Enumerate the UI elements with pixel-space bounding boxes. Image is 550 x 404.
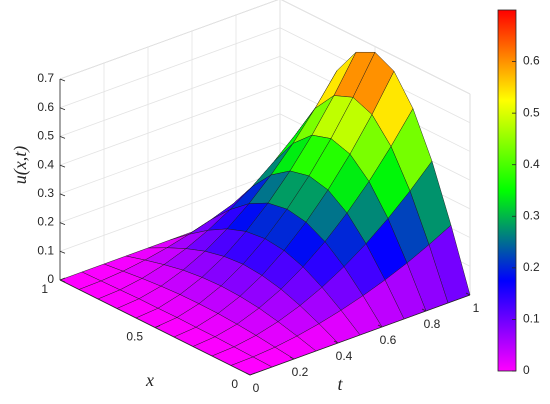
t-tick-label: 0.2 <box>292 365 309 379</box>
t-axis-line <box>249 294 471 376</box>
z-tick-label: 0.2 <box>37 215 54 229</box>
colorbar-tick-label: 0.1 <box>523 312 540 326</box>
grid-line <box>59 0 279 80</box>
colorbar-tick-label: 0.5 <box>523 105 540 119</box>
t-tick-label: 0.8 <box>424 317 441 331</box>
z-tick <box>59 78 66 82</box>
x-tick-label: 0 <box>231 377 238 391</box>
grid-line <box>59 56 281 137</box>
z-tick-label: 0.4 <box>37 157 54 171</box>
colorbar <box>497 9 517 372</box>
t-tick <box>289 356 295 360</box>
grid-line <box>59 170 281 252</box>
z-tick <box>59 250 66 254</box>
grid-line <box>59 113 281 195</box>
axes-front: 00.10.20.30.40.50.60.700.5100.20.40.60.8… <box>37 9 540 395</box>
t-tick <box>377 324 383 328</box>
grid-line <box>59 27 281 109</box>
colorbar-tick-label: 0.4 <box>523 157 540 171</box>
colorbar-tick-label: 0.3 <box>523 208 540 222</box>
surface <box>59 51 471 376</box>
z-tick-label: 0.3 <box>37 186 54 200</box>
z-tick-label: 0 <box>47 272 54 286</box>
x-tick <box>59 277 66 281</box>
grid-line <box>59 84 281 166</box>
t-tick-label: 0.4 <box>336 349 353 363</box>
x-tick-label: 1 <box>41 282 48 296</box>
colorbar-tick-label: 0 <box>523 363 530 377</box>
z-tick-label: 0.7 <box>37 71 54 85</box>
z-tick-label: 0.1 <box>37 243 54 257</box>
t-tick <box>465 292 471 296</box>
z-tick-label: 0.6 <box>37 100 54 114</box>
x-tick-label: 0.5 <box>126 330 143 344</box>
t-tick-label: 0 <box>253 381 260 395</box>
z-tick <box>59 136 66 139</box>
x-axis-label: x <box>145 370 154 390</box>
z-tick <box>59 164 66 168</box>
colorbar-tick-label: 0.2 <box>523 260 540 274</box>
t-tick <box>245 372 251 376</box>
z-tick <box>59 222 66 225</box>
z-tick <box>59 279 66 283</box>
t-tick-label: 0.6 <box>380 333 397 347</box>
t-tick <box>421 308 427 312</box>
z-tick <box>59 107 66 111</box>
colorbar-tick-label: 0.6 <box>523 54 540 68</box>
z-tick <box>59 193 66 197</box>
x-tick <box>154 325 161 328</box>
z-axis-label: u(x,t) <box>10 146 31 184</box>
t-tick-label: 1 <box>473 301 480 315</box>
t-axis-label: t <box>337 374 343 394</box>
z-tick-label: 0.5 <box>37 129 54 143</box>
x-tick <box>249 372 256 376</box>
grid-line <box>59 142 281 223</box>
t-tick <box>333 340 339 344</box>
